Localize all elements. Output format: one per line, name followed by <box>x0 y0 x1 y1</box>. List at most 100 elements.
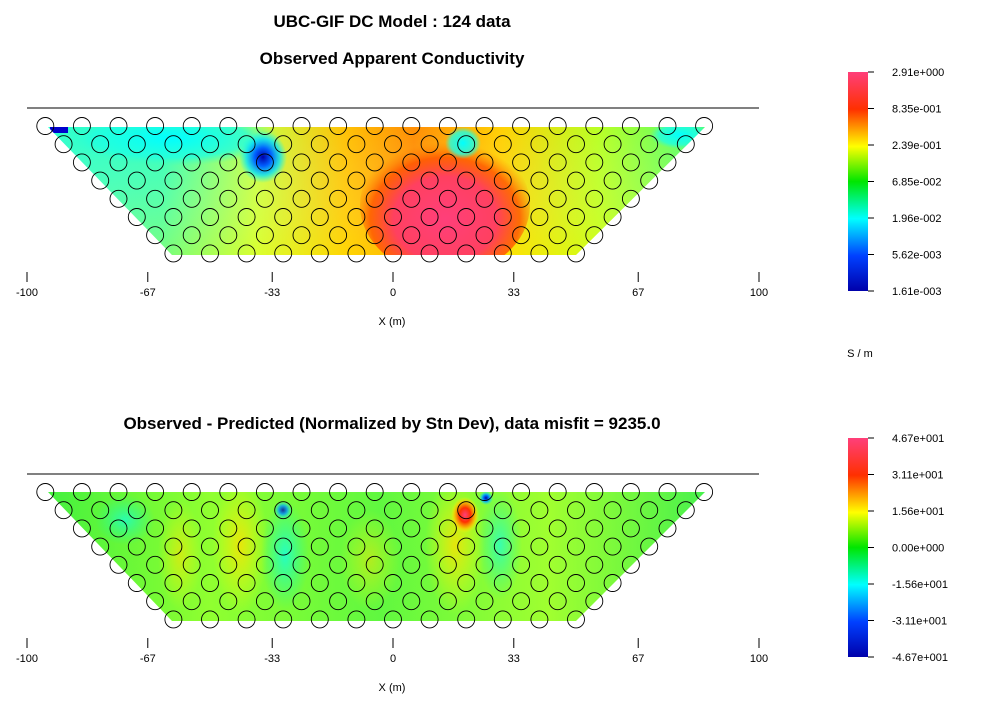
colorbar-label: 3.11e+001 <box>892 470 944 482</box>
data-point <box>109 153 128 172</box>
data-point <box>347 208 366 226</box>
data-point <box>329 189 348 208</box>
panel-apparent-conductivity: Observed Apparent Conductivity -100 -67 -3… <box>16 49 944 360</box>
data-point <box>109 189 128 208</box>
data-point <box>585 592 604 611</box>
x-axis-label: X (m) <box>379 316 406 328</box>
data-point <box>164 501 183 520</box>
pseudosection-datapoints <box>54 135 695 263</box>
data-point <box>402 555 421 574</box>
data-point <box>438 592 457 611</box>
data-point <box>530 574 549 592</box>
data-point <box>201 208 219 226</box>
colorbar-label: 4.67e+001 <box>892 433 944 445</box>
data-point <box>640 171 659 190</box>
conductive-body <box>360 135 530 255</box>
data-point <box>201 501 219 520</box>
data-point <box>621 189 640 208</box>
data-point <box>567 537 585 556</box>
data-point <box>347 135 366 154</box>
data-point <box>384 171 402 190</box>
x-tick-label: -67 <box>140 287 156 299</box>
electrode-marker <box>548 483 567 501</box>
electrode-marker <box>255 483 274 501</box>
data-point <box>164 208 183 226</box>
panel-2-title: Observed - Predicted (Normalized by Stn … <box>123 414 660 433</box>
electrode-marker <box>512 483 531 501</box>
negative-band <box>95 495 155 545</box>
data-point <box>347 501 366 520</box>
data-point <box>530 537 549 556</box>
x-tick-label: -100 <box>16 653 38 665</box>
electrode-marker <box>695 483 714 501</box>
x-tick-label: 67 <box>632 653 644 665</box>
data-point <box>146 592 165 611</box>
electrode-marker <box>36 483 55 501</box>
data-point <box>274 537 293 556</box>
electrode-marker <box>182 483 201 501</box>
data-point <box>420 244 439 263</box>
data-point <box>402 153 421 172</box>
data-point <box>603 171 622 190</box>
data-point <box>493 135 512 154</box>
data-point <box>475 555 494 574</box>
x-tick-label: -67 <box>140 653 156 665</box>
data-point <box>512 153 531 172</box>
electrode-marker <box>658 483 677 501</box>
data-point <box>310 135 329 154</box>
electrode-marker <box>438 483 457 501</box>
data-point <box>475 153 494 172</box>
colorbar-1-scale <box>848 72 868 291</box>
data-point <box>164 537 183 556</box>
data-point <box>530 135 549 154</box>
negative-band <box>478 492 522 600</box>
electrode-marker <box>365 117 384 135</box>
data-point <box>347 610 366 629</box>
data-point <box>274 501 293 520</box>
data-point <box>201 135 219 154</box>
x-tick-label: 100 <box>750 287 768 299</box>
data-point <box>585 519 604 538</box>
data-point <box>567 574 585 592</box>
data-point <box>457 171 476 190</box>
x-axis: -100 -67 -33 0 33 67 100 <box>16 272 768 299</box>
data-point <box>237 135 256 154</box>
data-point <box>255 153 274 172</box>
data-point <box>585 226 604 245</box>
data-point <box>530 610 549 629</box>
data-point <box>493 610 512 629</box>
data-point <box>567 208 585 226</box>
electrode-markers <box>36 117 714 135</box>
data-point <box>420 208 439 226</box>
data-point <box>237 574 256 592</box>
data-point <box>530 244 549 263</box>
data-point <box>493 574 512 592</box>
main-title: UBC-GIF DC Model : 124 data <box>273 12 511 31</box>
data-point <box>438 555 457 574</box>
data-point <box>621 153 640 172</box>
data-point <box>219 592 238 611</box>
electrode-marker <box>72 117 91 135</box>
data-point <box>182 555 201 574</box>
data-point <box>640 537 659 556</box>
data-point <box>493 171 512 190</box>
data-point <box>420 537 439 556</box>
data-point <box>347 244 366 263</box>
x-axis-label: X (m) <box>379 682 406 694</box>
data-point <box>219 153 238 172</box>
data-point <box>329 153 348 172</box>
electrode-marker <box>621 117 640 135</box>
data-point <box>512 519 531 538</box>
data-point <box>585 555 604 574</box>
data-point <box>237 171 256 190</box>
electrode-markers <box>36 483 714 501</box>
data-point <box>530 171 549 190</box>
data-point <box>237 537 256 556</box>
positive-band <box>158 500 202 610</box>
electrode-marker <box>512 117 531 135</box>
x-tick-label: 33 <box>508 287 520 299</box>
data-point <box>621 555 640 574</box>
data-point <box>146 519 165 538</box>
data-point <box>365 555 384 574</box>
data-point <box>237 208 256 226</box>
